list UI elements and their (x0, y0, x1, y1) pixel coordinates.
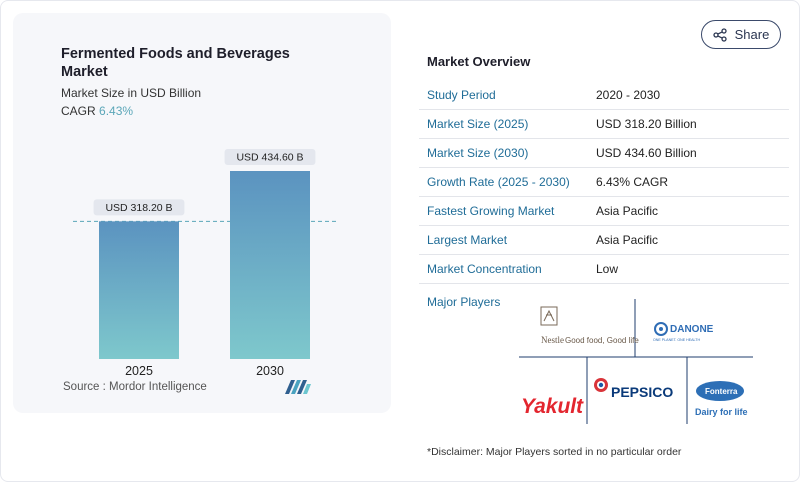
overview-row-label: Fastest Growing Market (427, 204, 555, 218)
share-icon (712, 27, 727, 42)
chart-cagr: CAGR 6.43% (61, 104, 133, 118)
overview-row-label: Market Concentration (427, 262, 542, 276)
overview-row-label: Market Size (2025) (427, 117, 529, 131)
share-label: Share (734, 27, 770, 42)
overview-row-value: USD 318.20 Billion (596, 117, 697, 131)
nestle-logo: Nestle Good food, Good life (540, 306, 639, 345)
nestle-tagline: Good food, Good life (565, 336, 639, 345)
overview-row-label: Market Size (2030) (427, 146, 529, 160)
overview-row: Market Concentration Low (419, 255, 789, 284)
chart-title: Fermented Foods and Beverages Market (61, 46, 290, 80)
overview-row: Growth Rate (2025 - 2030) 6.43% CAGR (419, 168, 789, 197)
data-label-bg (93, 199, 185, 216)
overview-row-value: 2020 - 2030 (596, 88, 661, 102)
fonterra-name: Fonterra (705, 387, 738, 396)
chart-panel (13, 13, 391, 413)
overview-row: Study Period 2020 - 2030 (419, 81, 789, 110)
data-label: USD 318.20 B (105, 202, 172, 214)
bar-2030 (230, 171, 310, 359)
source-label: Source : (63, 381, 106, 393)
major-players-title: Major Players (427, 295, 501, 309)
market-overview-title: Market Overview (427, 54, 531, 69)
chart-source: Source : Mordor Intelligence (63, 381, 207, 393)
bar-chart: USD 318.20 B 2025 USD 434.60 B 2030 (73, 149, 339, 378)
x-tick-label: 2025 (125, 364, 153, 378)
bar-2025 (99, 221, 179, 359)
overview-row: Largest Market Asia Pacific (419, 226, 789, 255)
overview-row-value: 6.43% CAGR (596, 175, 669, 189)
disclaimer: *Disclaimer: Major Players sorted in no … (427, 446, 682, 458)
overview-row-value: Low (596, 262, 619, 276)
overview-row-value: USD 434.60 Billion (596, 146, 697, 160)
chart-subtitle: Market Size in USD Billion (61, 86, 202, 100)
overview-row-value: Asia Pacific (596, 233, 659, 247)
overview-row-value: Asia Pacific (596, 204, 659, 218)
fonterra-tagline: Dairy for life (695, 407, 748, 417)
market-overview-table: Study Period 2020 - 2030 Market Size (2025… (419, 81, 789, 284)
overview-row: Fastest Growing Market Asia Pacific (419, 197, 789, 226)
overview-row-label: Study Period (427, 88, 496, 102)
x-tick-label: 2030 (256, 364, 284, 378)
overview-row-label: Growth Rate (2025 - 2030) (427, 175, 570, 189)
pepsico-name: PEPSICO (611, 384, 673, 400)
share-button[interactable]: Share (701, 20, 781, 49)
pepsico-logo: PEPSICO (594, 378, 673, 400)
nestle-name: Nestle (541, 335, 564, 345)
overview-row: Market Size (2030) USD 434.60 Billion (419, 139, 789, 168)
danone-name: DANONE (670, 324, 714, 335)
data-label-bg (224, 149, 316, 165)
fonterra-logo: Fonterra Dairy for life (695, 381, 748, 417)
cagr-value: 6.43% (99, 104, 134, 118)
yakult-logo: Yakult (521, 395, 584, 418)
overview-row-label: Largest Market (427, 233, 508, 247)
danone-tagline: ONE PLANET. ONE HEALTH (653, 338, 700, 342)
source-value: Mordor Intelligence (109, 381, 207, 393)
danone-logo: DANONE ONE PLANET. ONE HEALTH (653, 322, 714, 342)
mordor-intelligence-logo-icon (285, 380, 311, 394)
yakult-name: Yakult (521, 395, 584, 418)
major-players-logos: Nestle Good food, Good life DANONE ONE P… (519, 299, 753, 424)
overview-row: Market Size (2025) USD 318.20 Billion (419, 110, 789, 139)
data-label: USD 434.60 B (236, 152, 303, 164)
cagr-label: CAGR (61, 104, 96, 118)
